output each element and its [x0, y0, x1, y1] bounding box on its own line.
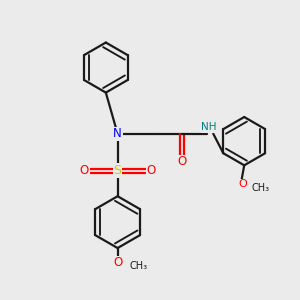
Text: O: O [80, 164, 89, 177]
Text: S: S [114, 164, 122, 177]
Text: O: O [178, 155, 187, 168]
Text: N: N [113, 127, 122, 140]
Text: O: O [146, 164, 155, 177]
Text: O: O [113, 256, 122, 269]
Text: CH₃: CH₃ [251, 183, 269, 193]
Text: NH: NH [201, 122, 217, 132]
Text: CH₃: CH₃ [129, 261, 147, 271]
Text: O: O [238, 179, 247, 190]
